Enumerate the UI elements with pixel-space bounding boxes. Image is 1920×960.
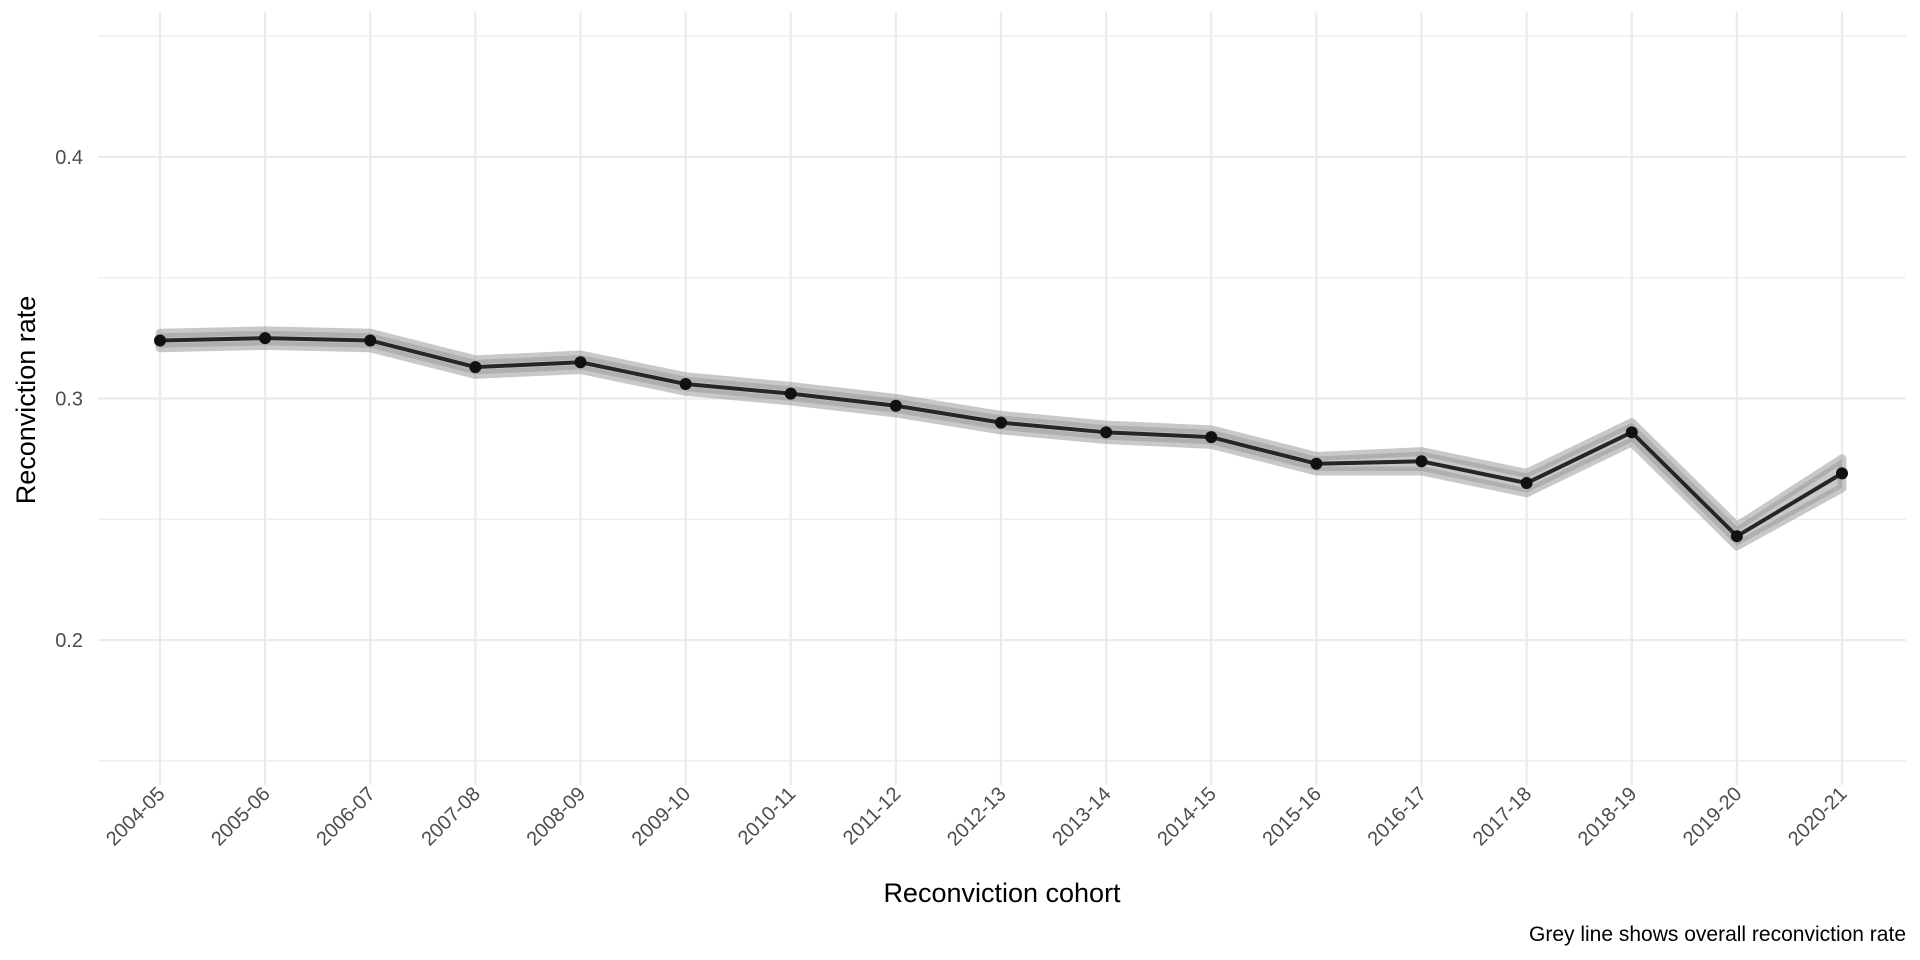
- data-point: [784, 387, 797, 400]
- y-tick-label: 0.3: [55, 389, 83, 411]
- x-tick-label: 2008-09: [523, 783, 590, 850]
- data-point: [469, 361, 482, 374]
- x-tick-label: 2016-17: [1364, 783, 1431, 850]
- x-tick-label: 2014-15: [1153, 783, 1220, 850]
- data-point: [154, 334, 166, 347]
- x-tick-label: 2009-10: [628, 783, 695, 850]
- data-point: [364, 334, 377, 347]
- data-point: [1100, 426, 1113, 439]
- x-tick-label: 2010-11: [734, 783, 800, 849]
- x-axis-ticks: 2004-05 2005-06 2006-07 2007-08 2008-09 2009-…: [102, 783, 1851, 850]
- x-tick-label: 2005-06: [207, 783, 274, 850]
- y-tick-label: 0.2: [55, 630, 83, 652]
- y-tick-label: 0.4: [55, 147, 83, 169]
- confidence-band: [155, 326, 1847, 551]
- x-tick-label: 2013-14: [1048, 783, 1115, 850]
- x-tick-label: 2011-12: [839, 783, 905, 849]
- data-point: [1415, 455, 1428, 468]
- x-tick-label: 2019-20: [1679, 783, 1746, 850]
- chart-caption: Grey line shows overall reconviction rat…: [1529, 923, 1906, 946]
- data-point: [1625, 426, 1638, 439]
- data-points: [154, 332, 1848, 543]
- data-point: [995, 416, 1007, 429]
- x-axis-title: Reconviction cohort: [883, 878, 1121, 908]
- data-point: [1520, 477, 1533, 490]
- grid: [98, 12, 1906, 785]
- x-tick-label: 2004-05: [102, 783, 169, 850]
- data-point: [1205, 431, 1218, 444]
- x-tick-label: 2015-16: [1258, 783, 1325, 850]
- x-tick-label: 2017-18: [1469, 783, 1536, 850]
- confidence-band-area: [155, 326, 1847, 551]
- data-point: [1730, 530, 1743, 543]
- x-tick-label: 2018-19: [1574, 783, 1641, 850]
- data-point: [889, 399, 902, 412]
- y-axis-title: Reconviction rate: [11, 296, 41, 505]
- x-tick-label: 2007-08: [417, 783, 484, 850]
- data-point: [259, 332, 272, 345]
- data-point: [679, 378, 692, 391]
- data-point: [1836, 467, 1848, 480]
- x-tick-label: 2012-13: [943, 783, 1010, 850]
- data-point: [574, 356, 587, 369]
- x-tick-label: 2020-21: [1784, 783, 1851, 850]
- y-axis-ticks: 0.2 0.3 0.4: [55, 147, 83, 652]
- x-tick-label: 2006-07: [312, 783, 379, 850]
- data-point: [1310, 457, 1323, 470]
